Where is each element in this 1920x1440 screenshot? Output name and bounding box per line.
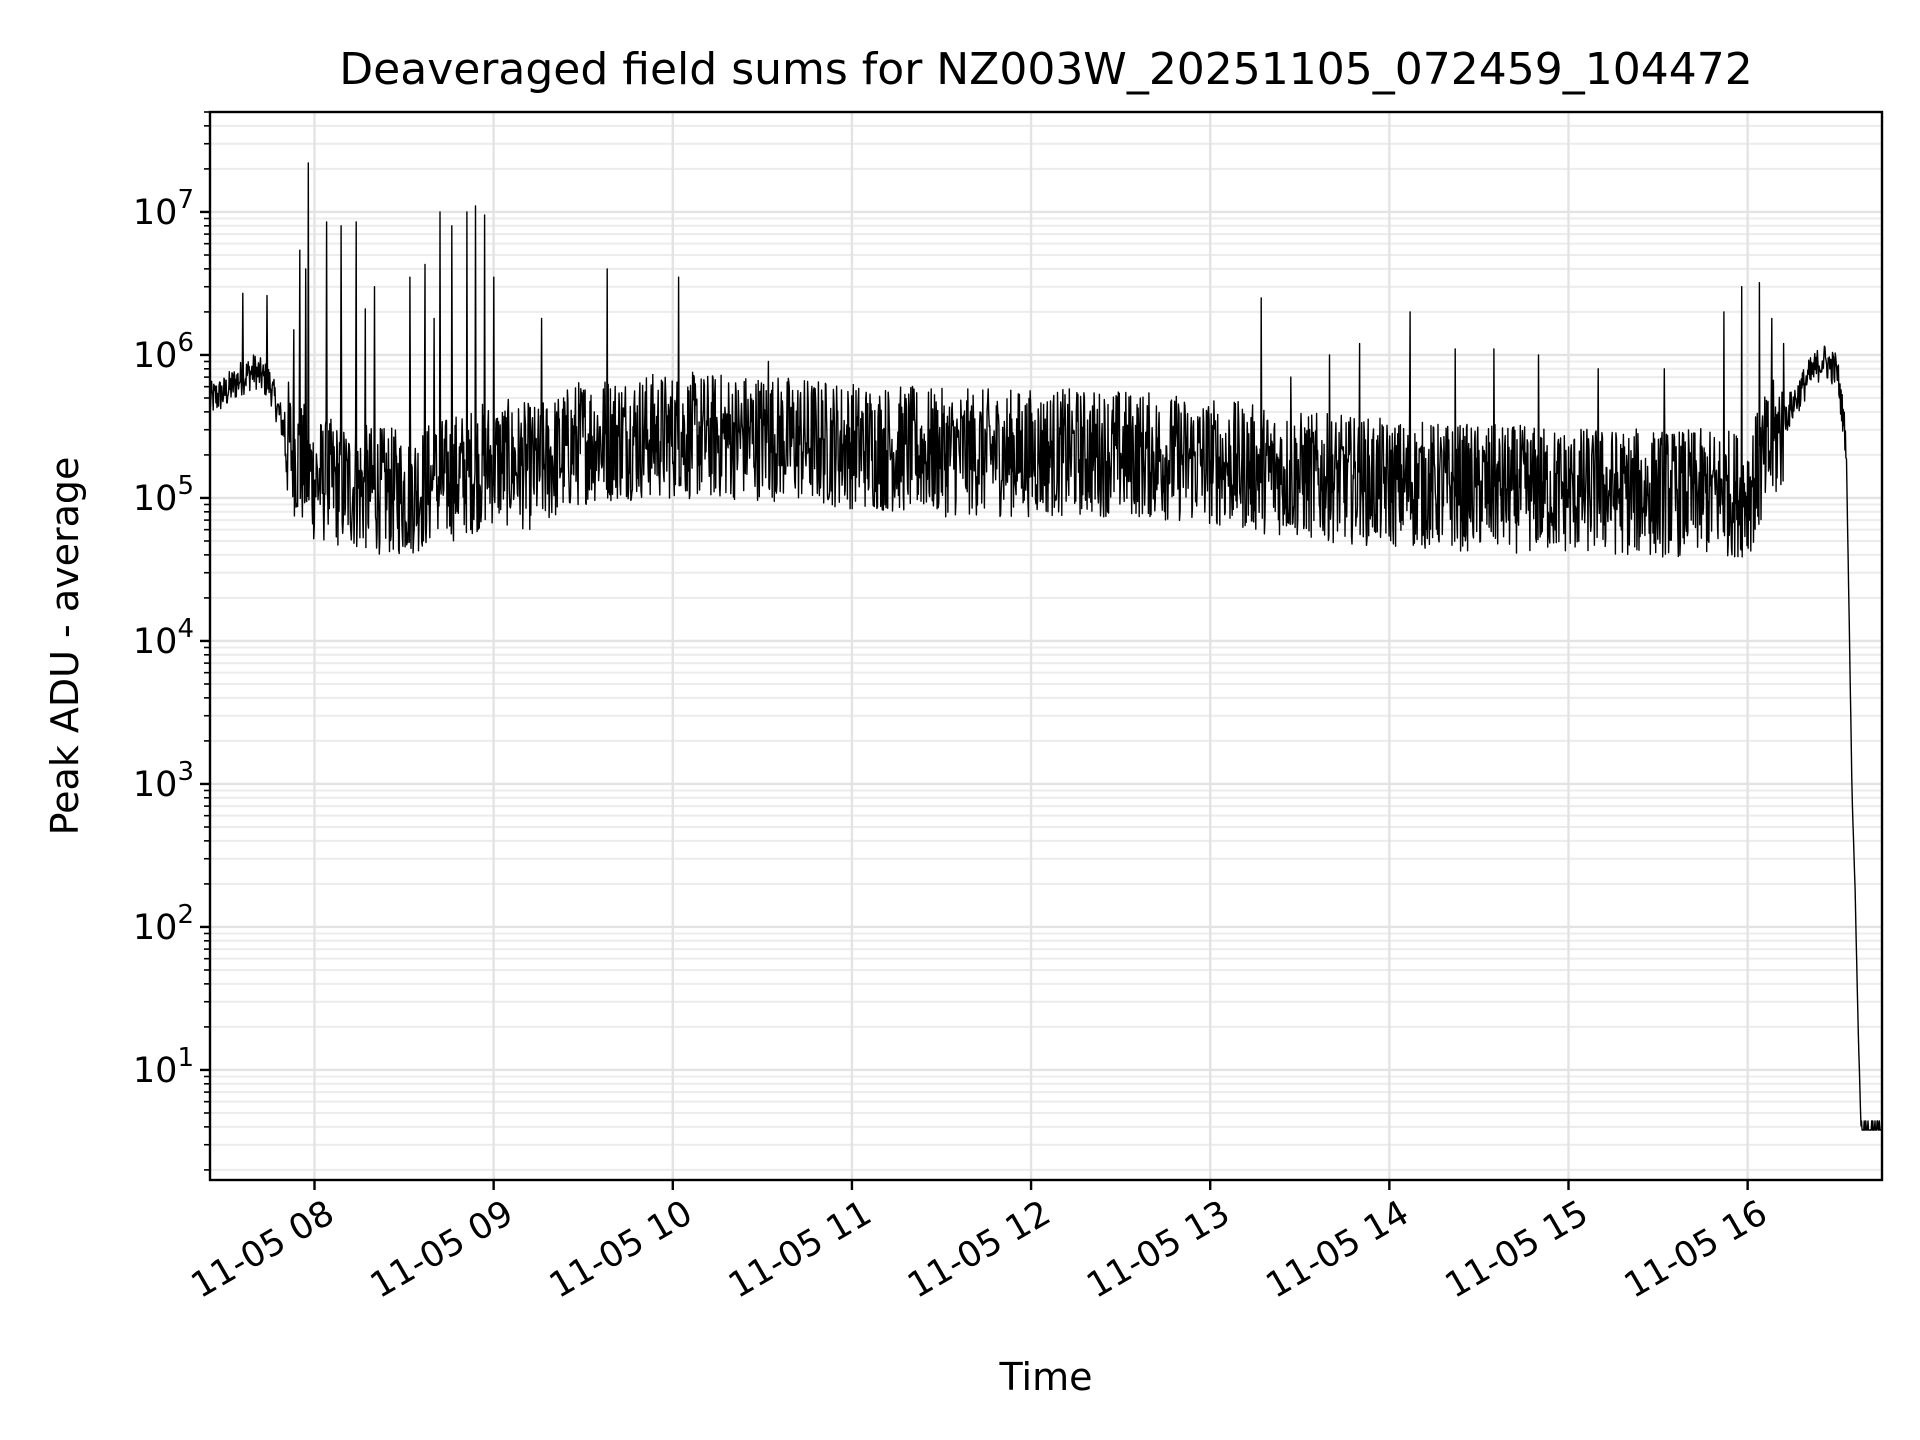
y-tick-label: 102 — [133, 900, 194, 948]
y-tick-label: 101 — [133, 1043, 194, 1091]
y-tick-label: 103 — [133, 757, 194, 805]
y-tick-label: 105 — [133, 471, 194, 519]
series-line — [209, 162, 1883, 1131]
plot-frame — [208, 110, 1884, 1182]
y-tick-label: 106 — [133, 328, 194, 376]
y-axis-label: Peak ADU - average — [43, 457, 87, 836]
x-axis-label: Time — [999, 1355, 1093, 1399]
y-tick-label: 104 — [133, 614, 194, 662]
y-tick-label: 107 — [133, 185, 194, 233]
chart-title: Deaveraged field sums for NZ003W_2025110… — [339, 44, 1752, 95]
grid — [210, 111, 1882, 1180]
series-line-group — [209, 162, 1883, 1131]
